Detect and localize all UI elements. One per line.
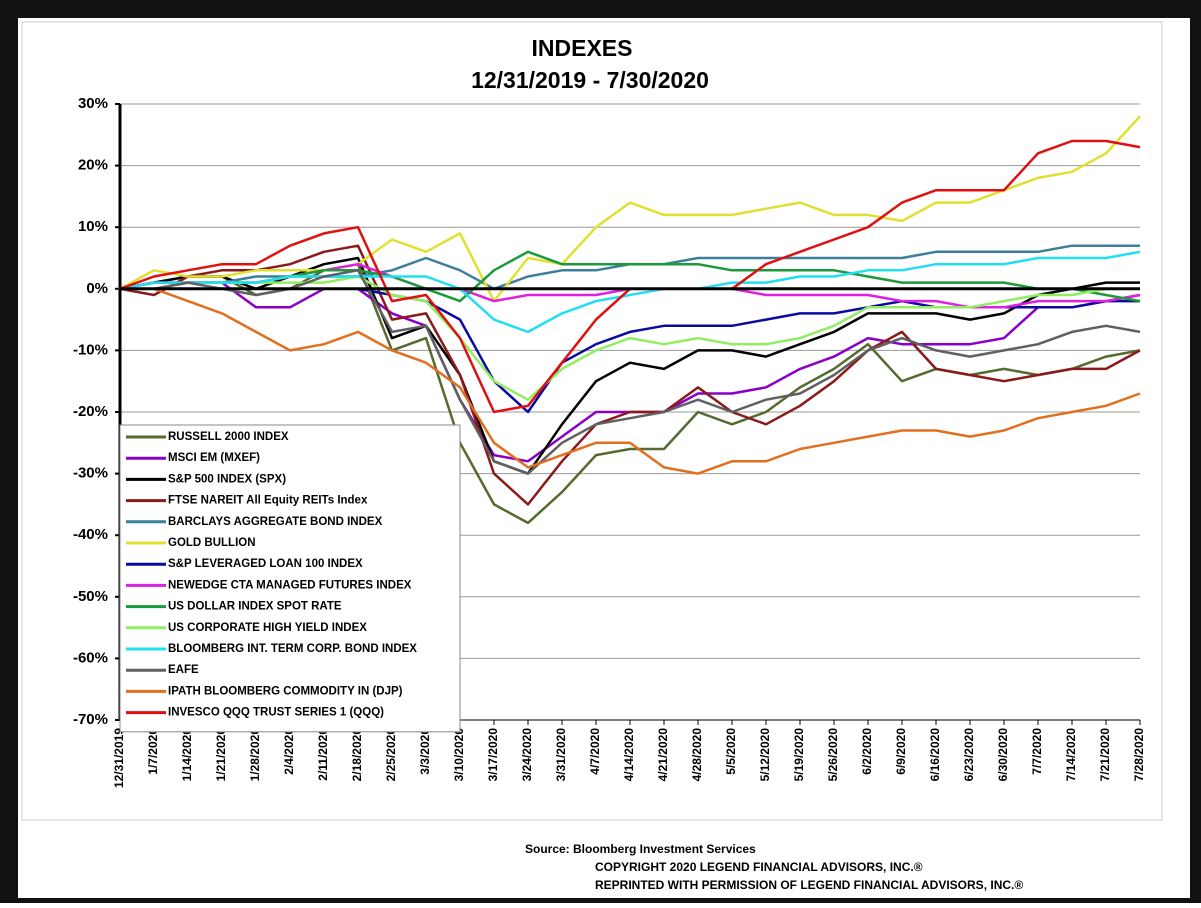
legend-label: US CORPORATE HIGH YIELD INDEX (168, 622, 367, 634)
legend-label: S&P 500 INDEX (SPX) (168, 473, 286, 485)
chart-border (21, 21, 1163, 821)
x-tick-label: 6/16/2020 (928, 728, 942, 782)
reprint: REPRINTED WITH PERMISSION OF LEGEND FINA… (595, 878, 1023, 892)
series-line (120, 287, 1141, 475)
x-tick-label: 3/31/2020 (554, 728, 568, 782)
x-tick-label: 5/26/2020 (826, 728, 840, 782)
legend-label: US DOLLAR INDEX SPOT RATE (168, 601, 342, 613)
legend-label: S&P LEVERAGED LOAN 100 INDEX (168, 558, 363, 570)
x-tick-label: 2/11/2020 (316, 728, 330, 781)
x-tick-label: 1/14/2020 (180, 728, 194, 782)
y-tick-label: -30% (73, 465, 108, 482)
x-tick-label: 3/17/2020 (486, 728, 500, 782)
x-tick-label: 7/21/2020 (1098, 728, 1112, 782)
legend-label: BLOOMBERG INT. TERM CORP. BOND INDEX (168, 643, 417, 655)
legend-label: BARCLAYS AGGREGATE BOND INDEX (168, 516, 383, 528)
x-tick-label: 4/28/2020 (690, 728, 704, 782)
series-line (120, 275, 1140, 401)
source: Source: Bloomberg Investment Services (525, 842, 756, 856)
legend-label: MSCI EM (MXEF) (168, 452, 260, 464)
x-tick-label: 7/28/2020 (1132, 728, 1146, 782)
legend-label: INVESCO QQQ TRUST SERIES 1 (QQQ) (168, 707, 384, 719)
y-tick-label: -60% (73, 649, 108, 666)
x-tick-label: 4/7/2020 (588, 728, 602, 775)
x-tick-label: 7/7/2020 (1030, 728, 1044, 775)
y-tick-label: -10% (73, 341, 108, 358)
x-tick-label: 3/24/2020 (520, 728, 534, 782)
legend-label: FTSE NAREIT All Equity REITs Index (168, 495, 368, 507)
y-tick-label: -70% (73, 711, 108, 728)
legend-box (119, 424, 461, 733)
y-tick-label: 30% (78, 95, 108, 112)
y-tick-label: 0% (86, 280, 108, 297)
y-tick-label: 20% (78, 157, 108, 174)
x-tick-label: 1/21/2020 (214, 728, 228, 782)
x-tick-label: 6/30/2020 (996, 728, 1010, 782)
series-line (119, 250, 1141, 334)
x-tick-label: 4/21/2020 (656, 728, 670, 782)
series-line (119, 244, 1141, 506)
x-tick-label: 5/12/2020 (758, 728, 772, 782)
y-tick-label: -20% (73, 403, 108, 420)
x-tick-label: 6/23/2020 (962, 728, 976, 782)
x-tick-label: 12/31/2019 (112, 728, 126, 788)
x-tick-label: 2/25/2020 (384, 728, 398, 782)
x-tick-label: 1/7/2020 (146, 728, 160, 775)
chart-title: INDEXES (532, 35, 633, 61)
x-tick-label: 7/14/2020 (1064, 728, 1078, 782)
x-tick-label: 4/14/2020 (622, 728, 636, 782)
y-tick-label: 10% (78, 218, 108, 235)
x-tick-label: 5/19/2020 (792, 728, 806, 782)
legend-label: RUSSELL 2000 INDEX (168, 431, 289, 443)
x-tick-label: 5/5/2020 (724, 728, 738, 775)
legend-label: GOLD BULLION (168, 537, 256, 549)
legend-label: EAFE (168, 664, 199, 676)
series-line (119, 115, 1141, 303)
chart-subtitle: 12/31/2019 - 7/30/2020 (471, 67, 709, 93)
x-tick-label: 6/9/2020 (894, 728, 908, 775)
x-tick-label: 2/4/2020 (282, 728, 296, 775)
x-tick-label: 3/3/2020 (418, 728, 432, 775)
x-tick-label: 3/10/2020 (452, 728, 466, 782)
y-tick-label: -50% (73, 588, 108, 605)
legend-label: IPATH BLOOMBERG COMMODITY IN (DJP) (168, 685, 403, 697)
x-tick-label: 1/28/2020 (248, 728, 262, 782)
x-tick-label: 2/18/2020 (350, 728, 364, 782)
y-tick-label: -40% (73, 526, 108, 543)
legend-label: NEWEDGE CTA MANAGED FUTURES INDEX (168, 579, 412, 591)
copyright: COPYRIGHT 2020 LEGEND FINANCIAL ADVISORS… (595, 860, 923, 874)
x-tick-label: 6/2/2020 (860, 728, 874, 775)
